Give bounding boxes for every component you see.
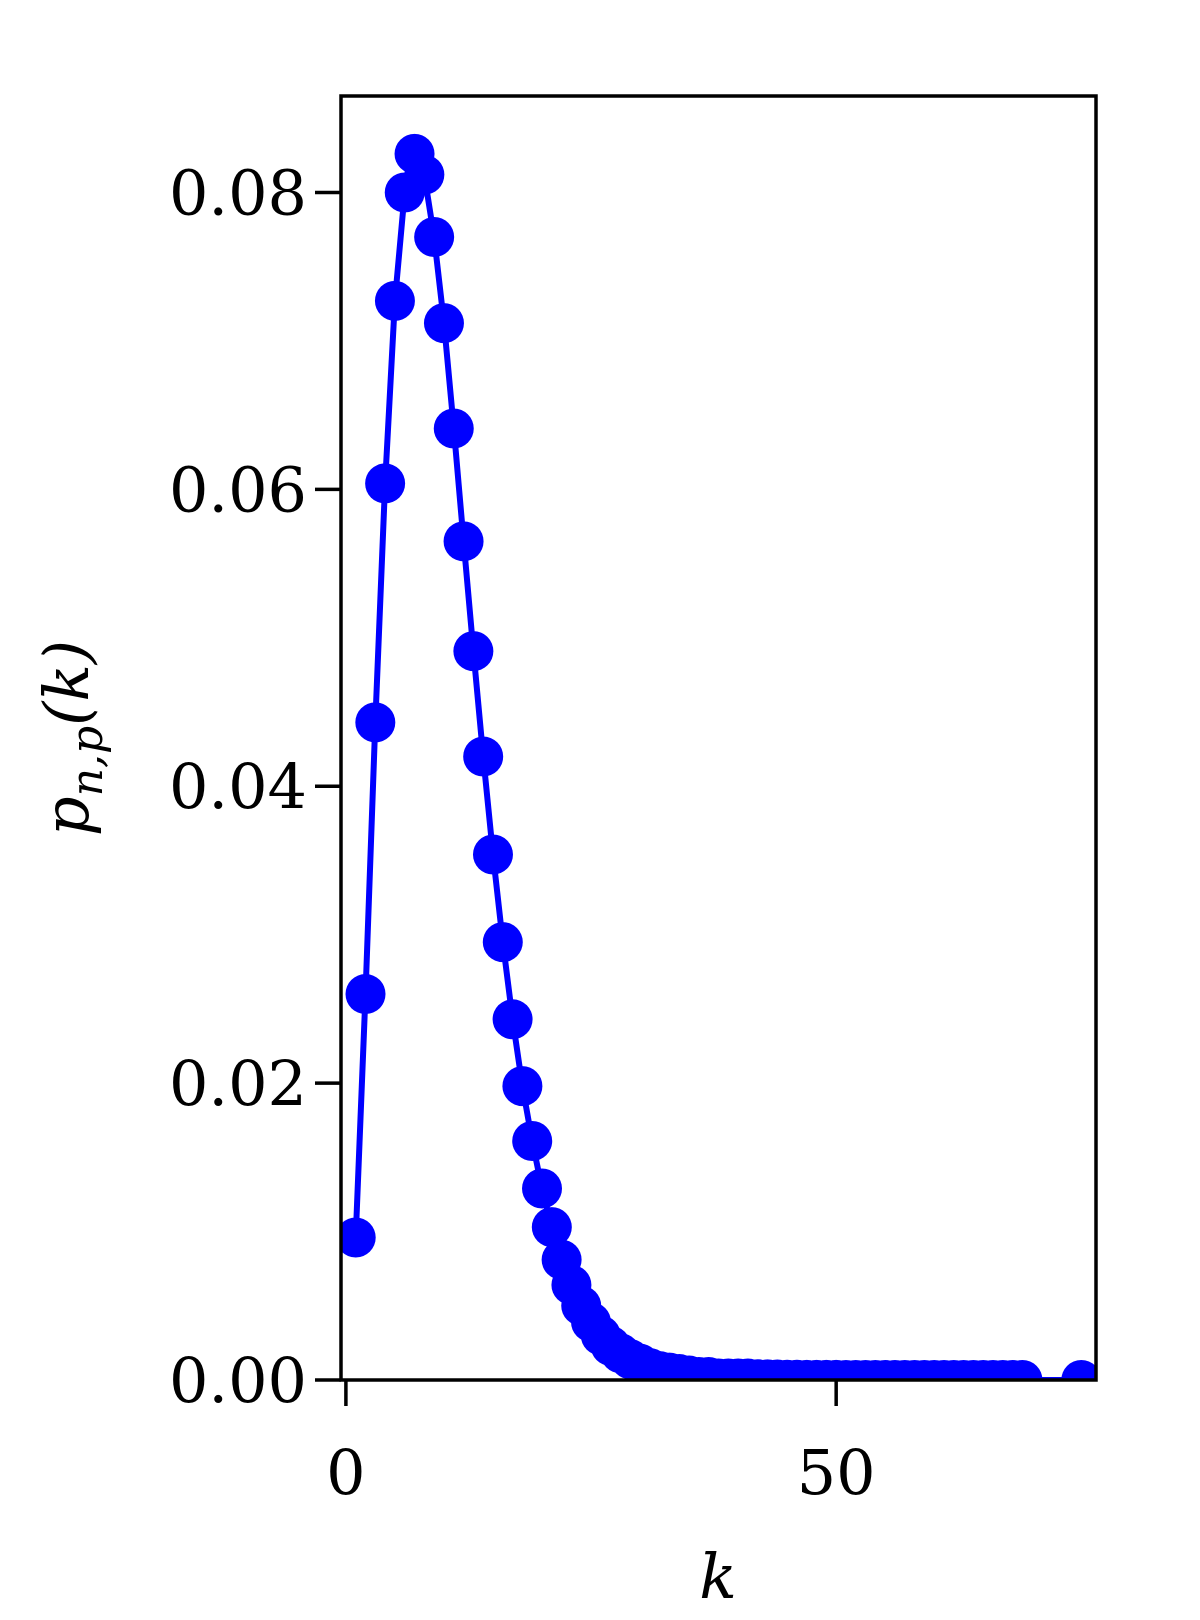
plot-frame [339, 94, 1098, 1382]
y-tick-label: 0.06 [169, 453, 307, 526]
y-tick-label: 0.02 [169, 1047, 307, 1120]
data-point [365, 463, 406, 504]
data-point [1002, 1360, 1043, 1380]
data-point [492, 999, 533, 1040]
data-point [502, 1066, 543, 1107]
plot-area [339, 94, 1098, 1382]
data-point [1061, 1360, 1096, 1380]
data-point [443, 521, 484, 562]
data-point [423, 303, 464, 344]
data-point [433, 408, 474, 449]
data-point [482, 922, 523, 963]
y-axis-label: pn,p(k) [30, 640, 113, 836]
data-point [472, 834, 513, 875]
data-point [463, 736, 504, 777]
data-point [355, 702, 396, 743]
series-layer [341, 133, 1096, 1380]
data-point [341, 1217, 376, 1258]
x-axis: 0 50 [326, 1380, 876, 1509]
y-tick-label: 0.00 [169, 1344, 307, 1417]
y-tick-label: 0.04 [169, 750, 307, 823]
data-point [531, 1207, 572, 1248]
x-tick-label: 0 [326, 1436, 365, 1509]
data-point [453, 631, 494, 672]
data-point [414, 217, 455, 258]
x-axis-label: k [699, 1540, 737, 1613]
data-point [345, 974, 386, 1015]
data-point [374, 280, 415, 321]
series-line [352, 150, 1082, 1380]
data-point [404, 154, 445, 195]
y-tick-label: 0.08 [169, 156, 307, 229]
data-point [522, 1168, 563, 1209]
y-axis: 0.00 0.02 0.04 0.06 0.08 [169, 156, 341, 1417]
x-tick-label: 50 [797, 1436, 876, 1509]
data-point [512, 1121, 553, 1162]
